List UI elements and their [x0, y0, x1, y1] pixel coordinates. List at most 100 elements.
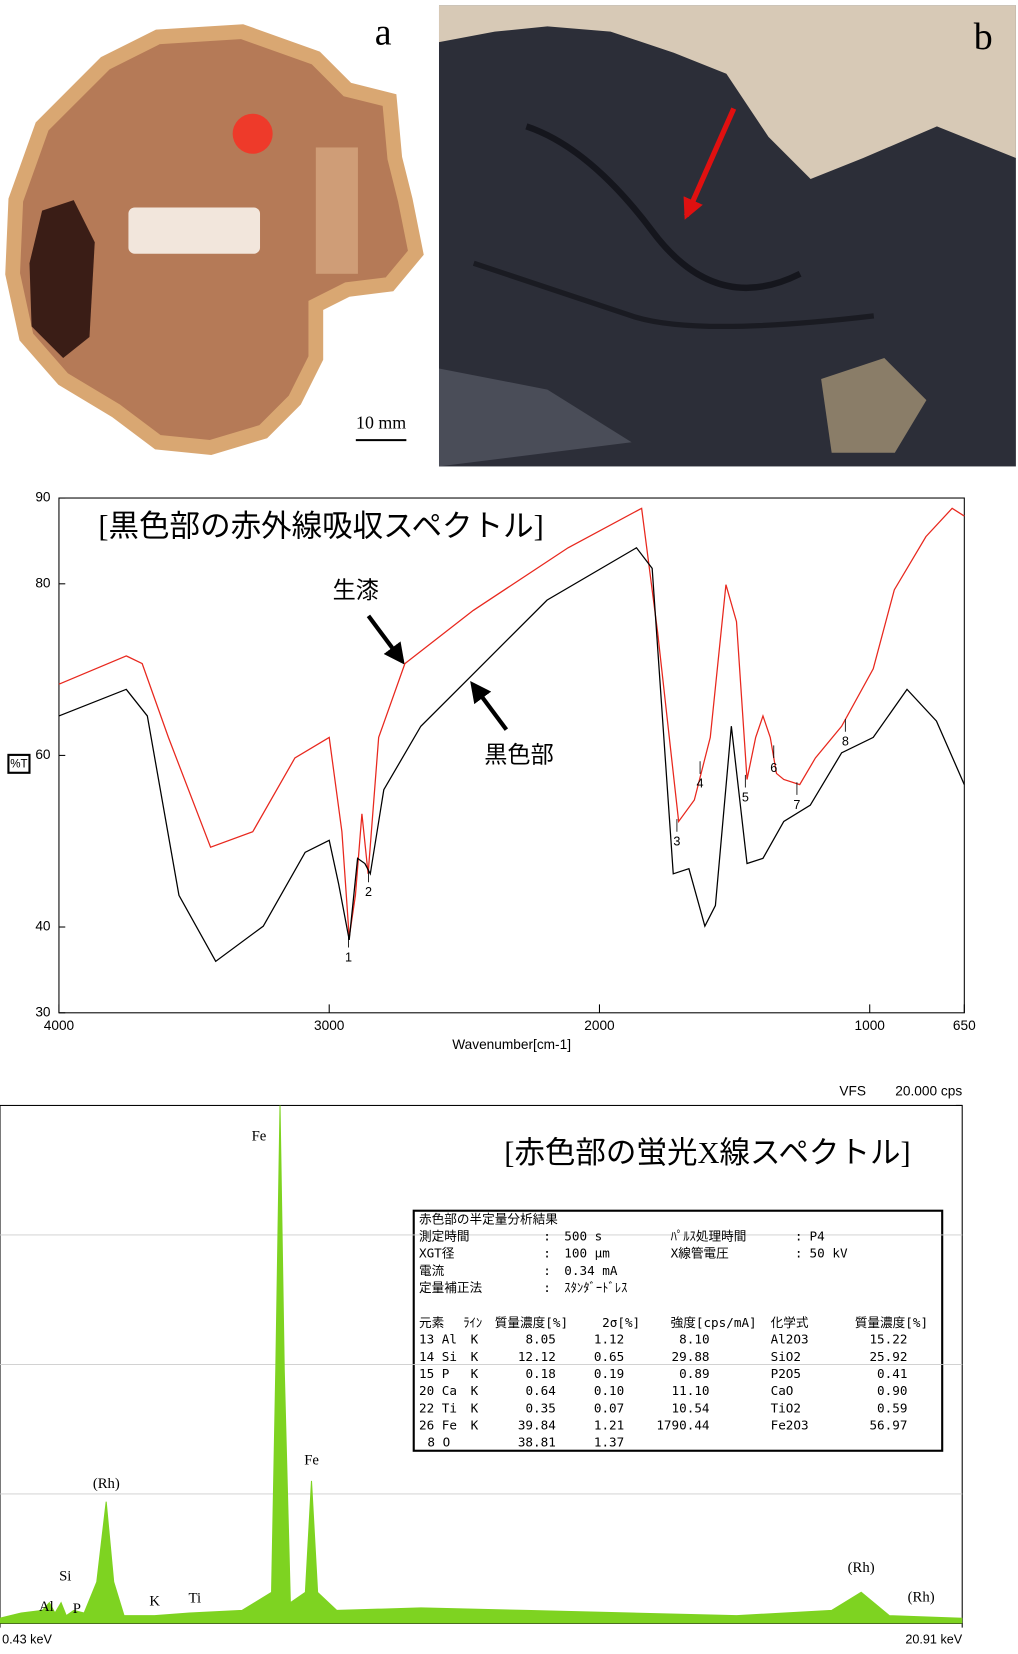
y-tick-label: 60: [35, 747, 51, 762]
table-cell: 39.84: [518, 1418, 556, 1433]
x-tick-label: 3000: [314, 1018, 345, 1033]
y-tick-label: 20.000 cps: [895, 1083, 962, 1098]
table-header: 2σ[%]: [602, 1315, 640, 1330]
peak-label: 8: [842, 735, 849, 749]
table-cell: 14 Si: [419, 1349, 457, 1364]
table-cell: Fe2O3: [771, 1418, 809, 1433]
table-cell: 0.18: [525, 1366, 555, 1381]
peak-label: Si: [59, 1568, 71, 1584]
table-header: 質量濃度[%]: [495, 1315, 568, 1330]
table-cell: 0.35: [525, 1400, 555, 1415]
table-cell: 0.89: [679, 1366, 709, 1381]
annotation-arrow: [470, 680, 509, 731]
annotation-arrow: [366, 614, 405, 665]
table-cell: 15.22: [869, 1332, 907, 1347]
table-param: 電流: [419, 1263, 445, 1278]
photo-a: [5, 24, 424, 455]
table-param: X線管電圧: [671, 1246, 729, 1261]
x-axis-label: Wavenumber[cm-1]: [452, 1037, 571, 1052]
y-axis-label: %T: [10, 758, 27, 770]
peak-label: Fe: [304, 1453, 319, 1469]
y-axis-label: VFS: [839, 1083, 866, 1098]
table-cell: K: [471, 1383, 479, 1398]
table-cell: 25.92: [869, 1349, 907, 1364]
table-param: 50 kV: [810, 1246, 848, 1261]
peak-label: 6: [770, 761, 777, 775]
x-tick-label: 1000: [855, 1018, 886, 1033]
table-header: 強度[cps/mA]: [671, 1315, 757, 1330]
table-header: ﾗｲﾝ: [463, 1315, 482, 1330]
peak-label: 5: [742, 790, 749, 804]
spectrum-line: [58, 507, 965, 938]
table-param: 0.34 mA: [564, 1263, 618, 1278]
chart-title: [黒色部の赤外線吸収スペクトル]: [98, 510, 543, 544]
y-tick-label: 40: [35, 919, 51, 934]
peak-label: 3: [673, 835, 680, 849]
peak-label: K: [149, 1594, 160, 1610]
table-param: ｽﾀﾝﾀﾞｰﾄﾞﾚｽ: [564, 1280, 627, 1295]
table-cell: 22 Ti: [419, 1400, 457, 1415]
table-cell: 13 Al: [419, 1332, 457, 1347]
table-param: 測定時間: [419, 1229, 470, 1244]
table-param: :: [543, 1246, 551, 1261]
table-param: ﾊﾟﾙｽ処理時間: [671, 1229, 747, 1244]
chart-title: [赤色部の蛍光X線スペクトル]: [504, 1136, 910, 1170]
table-cell: 1.37: [594, 1435, 624, 1450]
x-tick-label: 2000: [584, 1018, 615, 1033]
y-tick-label: 90: [35, 490, 51, 505]
table-cell: 29.88: [672, 1349, 710, 1364]
peak-label: (Rh): [93, 1476, 120, 1492]
table-cell: 15 P: [419, 1366, 450, 1381]
table-cell: K: [471, 1366, 479, 1381]
peak-label: P: [73, 1601, 81, 1617]
table-header: 元素: [419, 1315, 444, 1330]
spectrum-line: [58, 546, 965, 963]
y-label-box: [7, 753, 31, 774]
x-tick-label: 4000: [44, 1018, 75, 1033]
table-param: :: [543, 1280, 551, 1295]
scale-bar-label: 10 mm: [356, 412, 406, 432]
table-cell: K: [471, 1349, 479, 1364]
table-cell: P2O5: [771, 1366, 801, 1381]
photo-b: [438, 5, 1016, 467]
table-header: 化学式: [771, 1315, 809, 1330]
peak-label: Ti: [188, 1591, 201, 1607]
table-cell: 0.10: [594, 1383, 624, 1398]
table-cell: 0.64: [525, 1383, 555, 1398]
table-cell: 8 O: [427, 1435, 450, 1450]
table-cell: 0.41: [877, 1366, 907, 1381]
y-tick-label: 30: [35, 1004, 51, 1019]
table-param: :: [795, 1229, 803, 1244]
table-cell: 12.12: [518, 1349, 556, 1364]
table-cell: 0.19: [594, 1366, 624, 1381]
peak-label: 7: [793, 798, 800, 812]
peak-label: 1: [345, 950, 352, 964]
table-param: :: [543, 1263, 551, 1278]
peak-label: (Rh): [908, 1590, 935, 1606]
peak-label: (Rh): [848, 1560, 875, 1576]
table-header: 質量濃度[%]: [855, 1315, 928, 1330]
table-cell: K: [471, 1332, 479, 1347]
table-cell: CaO: [771, 1383, 794, 1398]
table-cell: Al2O3: [771, 1332, 809, 1347]
table-param: P4: [810, 1229, 825, 1244]
table-param: XGT径: [419, 1246, 455, 1261]
table-cell: 1.12: [594, 1332, 624, 1347]
panel-label: a: [375, 12, 392, 54]
table-title: 赤色部の半定量分析結果: [419, 1212, 558, 1227]
x-tick-label: 0.43 keV: [2, 1633, 52, 1647]
peak-label: Al: [39, 1599, 54, 1615]
peak-label: 2: [365, 885, 372, 899]
table-cell: 11.10: [672, 1383, 710, 1398]
table-cell: 56.97: [869, 1418, 907, 1433]
table-cell: 0.90: [877, 1383, 907, 1398]
table-cell: 20 Ca: [419, 1383, 457, 1398]
table-param: 100 μm: [564, 1246, 610, 1261]
table-param: :: [543, 1229, 551, 1244]
table-cell: 1790.44: [656, 1418, 709, 1433]
table-cell: 0.07: [594, 1400, 624, 1415]
results-table: [412, 1209, 944, 1452]
